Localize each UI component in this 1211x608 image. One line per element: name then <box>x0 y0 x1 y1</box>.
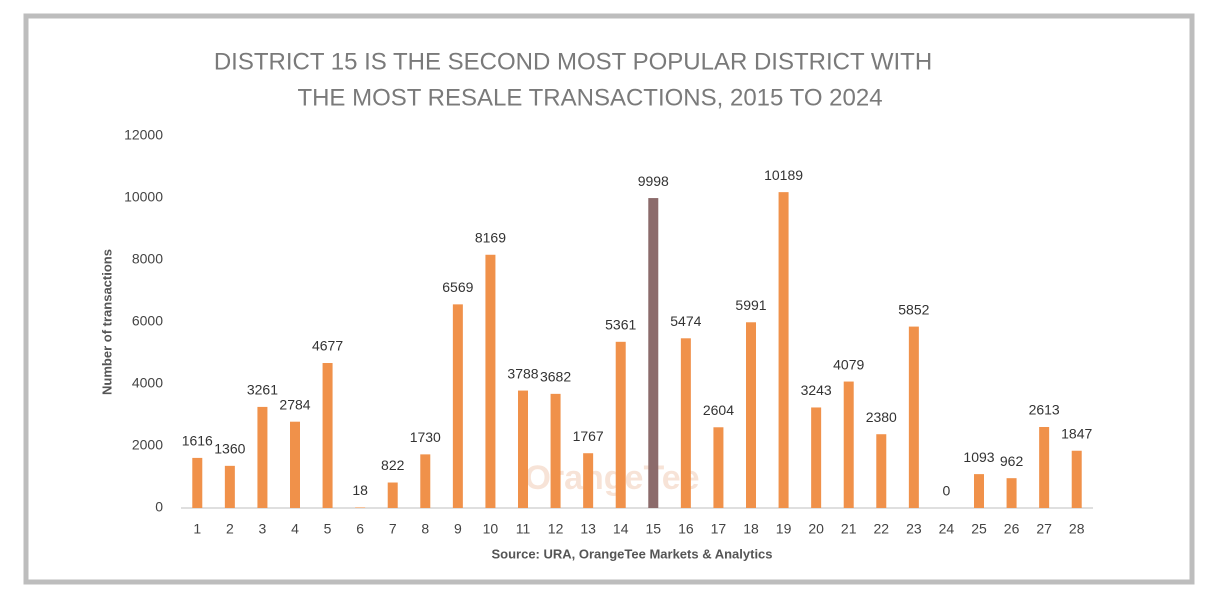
y-axis-label: Number of transactions <box>99 249 114 395</box>
x-tick-label: 5 <box>324 521 332 537</box>
data-label: 5474 <box>670 313 701 329</box>
x-tick-label: 24 <box>939 521 955 537</box>
data-label: 1616 <box>182 433 213 449</box>
bar <box>322 363 333 508</box>
x-tick-label: 9 <box>454 521 462 537</box>
x-tick-label: 13 <box>580 521 596 537</box>
x-tick-label: 19 <box>776 521 792 537</box>
x-tick-label: 25 <box>971 521 987 537</box>
bar <box>908 326 919 508</box>
data-label: 1093 <box>963 449 994 465</box>
bar <box>843 381 854 508</box>
data-label: 3261 <box>247 382 278 398</box>
bar <box>974 474 984 508</box>
x-tick-label: 11 <box>516 521 531 537</box>
x-tick-label: 10 <box>483 521 499 537</box>
y-tick-label: 6000 <box>132 313 163 329</box>
data-label: 18 <box>352 482 368 498</box>
bar <box>713 427 724 508</box>
data-label: 5991 <box>735 297 766 313</box>
data-label: 822 <box>381 457 405 473</box>
x-tick-label: 17 <box>711 521 727 537</box>
x-tick-label: 26 <box>1004 521 1020 537</box>
x-tick-label: 7 <box>389 521 397 537</box>
bar <box>811 407 822 508</box>
data-label: 1847 <box>1061 425 1092 441</box>
y-tick-label: 0 <box>155 499 163 515</box>
x-tick-label: 27 <box>1036 521 1052 537</box>
bar <box>778 192 789 509</box>
bar <box>680 338 691 508</box>
y-tick-label: 12000 <box>124 127 163 143</box>
data-label: 1360 <box>214 441 245 457</box>
bar <box>192 457 203 508</box>
y-tick-label: 8000 <box>132 251 163 267</box>
bar <box>615 341 626 508</box>
x-tick-label: 22 <box>873 521 889 537</box>
bar <box>257 406 268 508</box>
x-tick-label: 2 <box>226 521 234 537</box>
bar <box>452 304 463 508</box>
bar <box>485 254 496 508</box>
x-tick-label: 12 <box>548 521 564 537</box>
x-tick-label: 8 <box>421 521 429 537</box>
chart-title: DISTRICT 15 IS THE SECOND MOST POPULAR D… <box>214 48 932 75</box>
data-label: 6569 <box>442 279 473 295</box>
x-tick-label: 6 <box>356 521 364 537</box>
bar <box>420 454 431 508</box>
x-tick-label: 18 <box>743 521 759 537</box>
data-label: 962 <box>1000 453 1024 469</box>
y-tick-label: 10000 <box>124 189 163 205</box>
bar <box>876 434 887 508</box>
bar <box>648 198 659 508</box>
data-label: 9998 <box>638 173 669 189</box>
frame <box>23 13 1195 585</box>
bar <box>224 465 235 508</box>
data-label: 3788 <box>507 365 538 381</box>
bar <box>1006 478 1017 508</box>
x-tick-label: 1 <box>193 521 201 537</box>
chart-title: THE MOST RESALE TRANSACTIONS, 2015 TO 20… <box>297 84 882 111</box>
bar <box>518 390 528 508</box>
data-label: 10189 <box>764 167 803 183</box>
x-tick-label: 15 <box>645 521 661 537</box>
data-label: 1767 <box>573 428 604 444</box>
bar <box>746 322 756 508</box>
data-label: 2380 <box>866 409 897 425</box>
x-tick-label: 4 <box>291 521 299 537</box>
x-tick-label: 3 <box>259 521 267 537</box>
y-tick-label: 4000 <box>132 375 163 391</box>
bar <box>355 507 366 508</box>
bar <box>1071 450 1082 508</box>
data-label: 2784 <box>279 396 310 412</box>
data-label: 3682 <box>540 369 571 385</box>
bar <box>583 453 594 508</box>
data-label: 4677 <box>312 338 343 354</box>
data-label: 8169 <box>475 229 506 245</box>
data-label: 4079 <box>833 356 864 372</box>
x-axis-label: Source: URA, OrangeTee Markets & Analyti… <box>491 546 772 561</box>
x-tick-label: 20 <box>808 521 824 537</box>
x-tick-label: 23 <box>906 521 922 537</box>
y-tick-label: 2000 <box>132 437 163 453</box>
data-label: 2613 <box>1029 402 1060 418</box>
data-label: 1730 <box>410 429 441 445</box>
data-label: 3243 <box>801 382 832 398</box>
data-label: 5852 <box>898 301 929 317</box>
x-tick-label: 21 <box>841 521 857 537</box>
x-tick-label: 28 <box>1069 521 1085 537</box>
bar <box>290 421 300 508</box>
bar <box>387 482 398 508</box>
x-tick-label: 16 <box>678 521 694 537</box>
data-label: 0 <box>943 483 951 499</box>
bar <box>550 393 561 508</box>
data-label: 2604 <box>703 402 734 418</box>
bar <box>1039 426 1050 508</box>
x-tick-label: 14 <box>613 521 629 537</box>
data-label: 5361 <box>605 317 636 333</box>
